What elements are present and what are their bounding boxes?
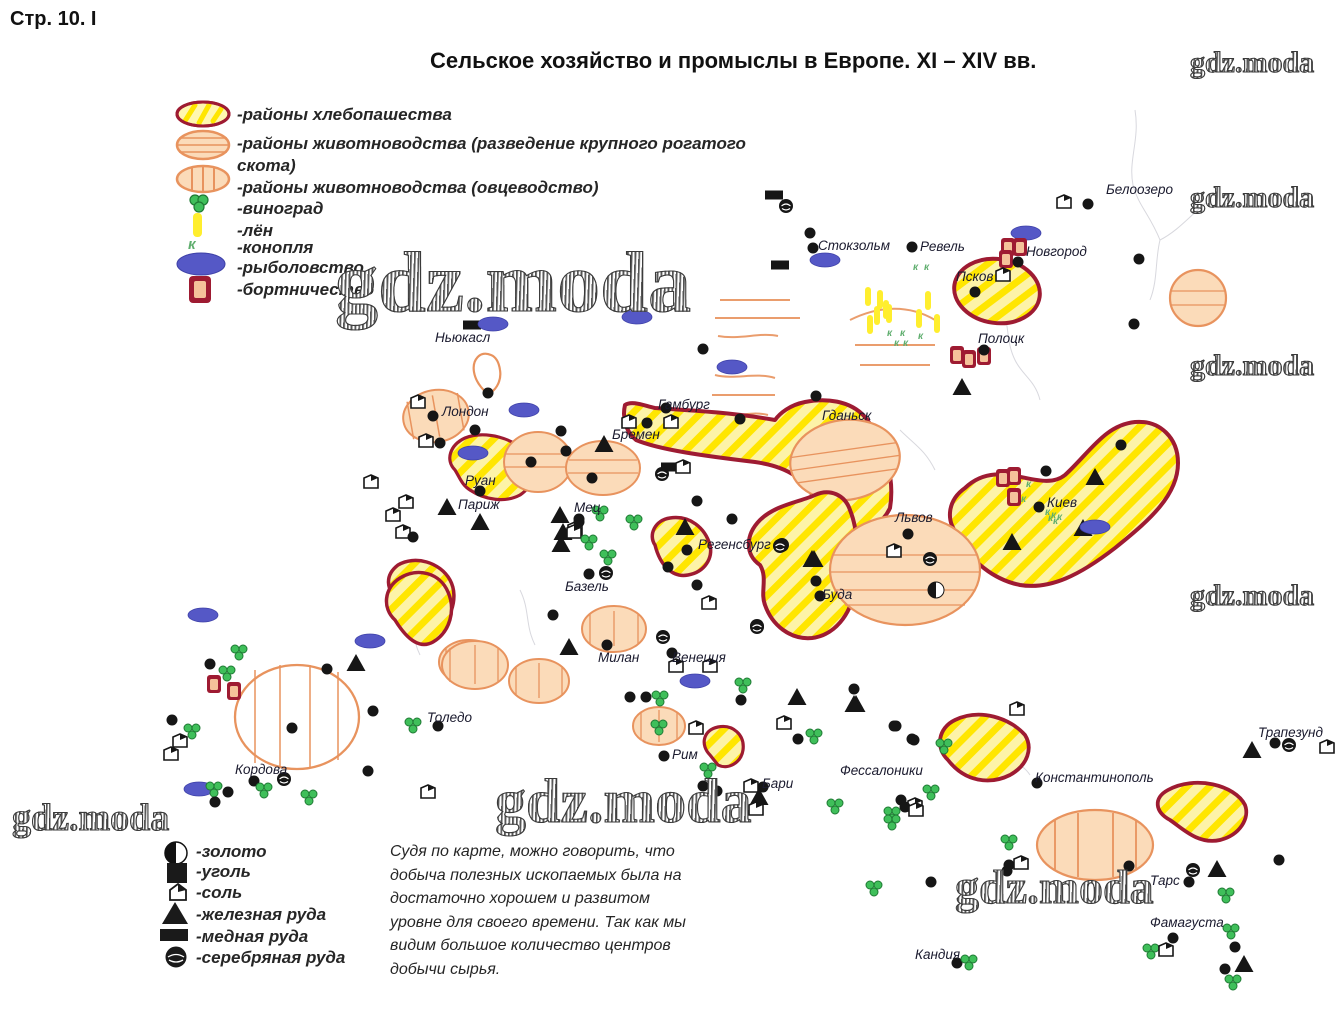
svg-text:к: к (894, 338, 900, 349)
svg-text:к: к (924, 262, 930, 273)
svg-text:к: к (913, 262, 919, 273)
svg-text:к: к (887, 328, 893, 339)
svg-text:к: к (1021, 494, 1027, 505)
svg-text:к: к (918, 331, 924, 342)
svg-text:к: к (1026, 479, 1032, 490)
svg-text:к: к (903, 338, 909, 349)
